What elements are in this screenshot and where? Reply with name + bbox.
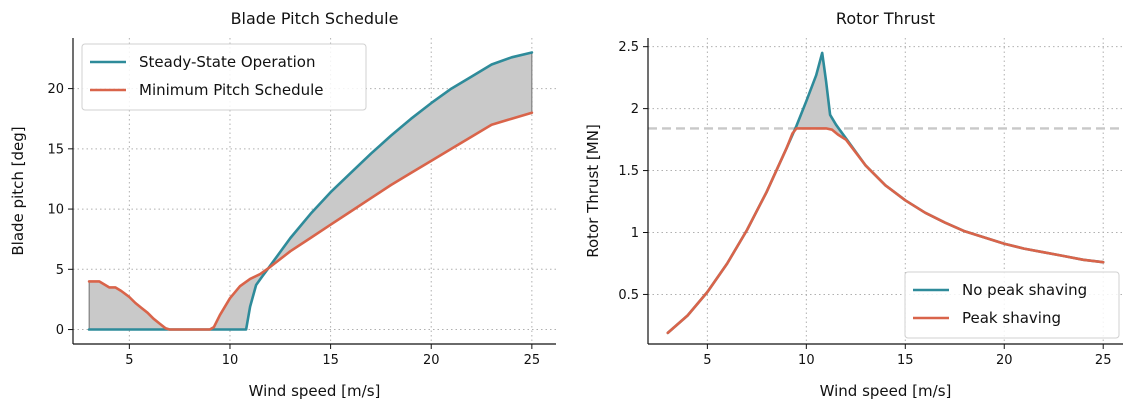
y-axis-label: Blade pitch [deg] <box>9 126 27 255</box>
x-tick-label: 5 <box>125 353 133 368</box>
legend-box <box>904 271 1120 339</box>
x-tick-label: 15 <box>322 353 339 368</box>
series-line-1 <box>87 111 534 331</box>
y-tick-label: 0.5 <box>618 288 639 303</box>
x-axis-label: Wind speed [m/s] <box>820 382 952 400</box>
x-tick-label: 25 <box>524 353 541 368</box>
x-tick-label: 20 <box>996 353 1013 368</box>
rotor-thrust-chart: 5 10 15 20 25 0.5 1 1.5 2 2.5 Rotor Thrust Wind spe… <box>584 9 1123 400</box>
y-tick-label: 2.5 <box>618 40 639 55</box>
series-line-1 <box>666 127 1105 335</box>
y-tick-label: 10 <box>47 203 64 218</box>
legend: No peak shaving Peak shaving <box>904 271 1120 339</box>
x-tick-label: 5 <box>703 353 711 368</box>
y-tick-label: 20 <box>47 82 64 97</box>
legend-label-0: Steady-State Operation <box>139 53 316 71</box>
legend: Steady-State Operation Minimum Pitch Sche… <box>81 43 367 111</box>
y-tick-label: 1.5 <box>618 164 639 179</box>
x-tick-label: 25 <box>1095 353 1112 368</box>
y-tick-label: 5 <box>56 263 64 278</box>
chart-title: Blade Pitch Schedule <box>231 9 399 28</box>
legend-label-1: Minimum Pitch Schedule <box>139 81 324 99</box>
y-axis-label: Rotor Thrust [MN] <box>584 124 602 258</box>
chart-title: Rotor Thrust <box>836 9 935 28</box>
blade-pitch-chart: 5 10 15 20 25 0 5 10 15 20 Blade Pitch Schedule Win… <box>9 9 556 400</box>
y-tick-label: 1 <box>631 226 639 241</box>
x-tick-label: 15 <box>897 353 914 368</box>
x-tick-label: 10 <box>798 353 815 368</box>
y-tick-label: 2 <box>631 102 639 117</box>
legend-box <box>81 43 367 111</box>
x-tick-label: 10 <box>222 353 239 368</box>
y-tick-label: 0 <box>56 323 64 338</box>
x-axis-label: Wind speed [m/s] <box>249 382 381 400</box>
legend-label-1: Peak shaving <box>962 309 1061 327</box>
x-tick-label: 20 <box>423 353 440 368</box>
y-tick-label: 15 <box>47 142 64 157</box>
legend-label-0: No peak shaving <box>962 281 1087 299</box>
